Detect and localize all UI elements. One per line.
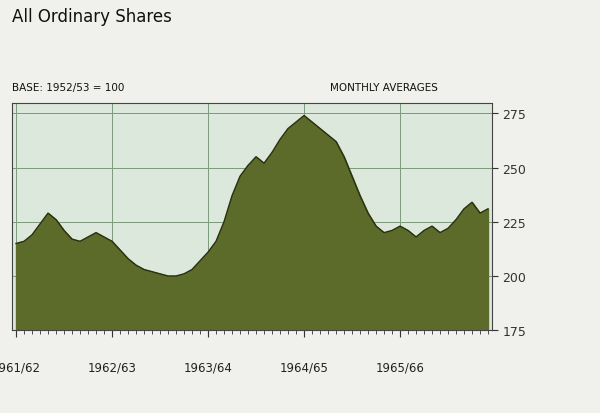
Text: MONTHLY AVERAGES: MONTHLY AVERAGES — [330, 83, 438, 93]
Text: 1962/63: 1962/63 — [88, 361, 136, 374]
Text: 1964/65: 1964/65 — [280, 361, 328, 374]
Text: BASE: 1952/53 = 100: BASE: 1952/53 = 100 — [12, 83, 124, 93]
Text: 1963/64: 1963/64 — [184, 361, 232, 374]
Text: All Ordinary Shares: All Ordinary Shares — [12, 8, 172, 26]
Text: 1961/62: 1961/62 — [0, 361, 41, 374]
Text: 1965/66: 1965/66 — [376, 361, 424, 374]
